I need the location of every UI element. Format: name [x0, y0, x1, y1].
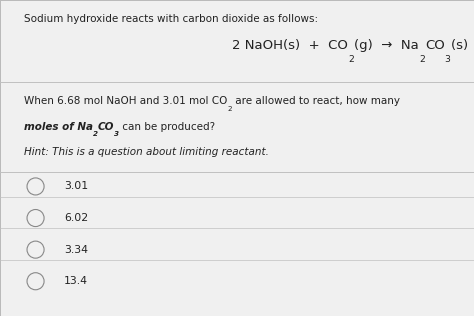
Text: 13.4: 13.4: [64, 276, 88, 286]
Text: are allowed to react, how many: are allowed to react, how many: [232, 96, 400, 106]
Text: Hint: This is a question about limiting reactant.: Hint: This is a question about limiting …: [24, 147, 269, 157]
Text: (g)  →  Na: (g) → Na: [354, 39, 419, 52]
Text: When 6.68 mol NaOH and 3.01 mol CO: When 6.68 mol NaOH and 3.01 mol CO: [24, 96, 227, 106]
Text: 2 NaOH(s)  +  CO: 2 NaOH(s) + CO: [233, 39, 348, 52]
Text: Sodium hydroxide reacts with carbon dioxide as follows:: Sodium hydroxide reacts with carbon diox…: [24, 14, 318, 24]
Text: 2: 2: [227, 106, 232, 112]
Text: 3.34: 3.34: [64, 245, 88, 255]
Text: 3.01: 3.01: [64, 181, 88, 191]
Text: 3: 3: [445, 55, 450, 64]
Text: can be produced?: can be produced?: [119, 122, 215, 132]
Text: CO: CO: [98, 122, 114, 132]
Text: 2: 2: [348, 55, 354, 64]
Text: CO: CO: [425, 39, 445, 52]
Text: 2: 2: [93, 131, 98, 137]
Text: moles of Na: moles of Na: [24, 122, 93, 132]
Text: (s)  +  H: (s) + H: [450, 39, 474, 52]
Text: 2: 2: [419, 55, 425, 64]
Text: 6.02: 6.02: [64, 213, 88, 223]
Text: 3: 3: [114, 131, 119, 137]
